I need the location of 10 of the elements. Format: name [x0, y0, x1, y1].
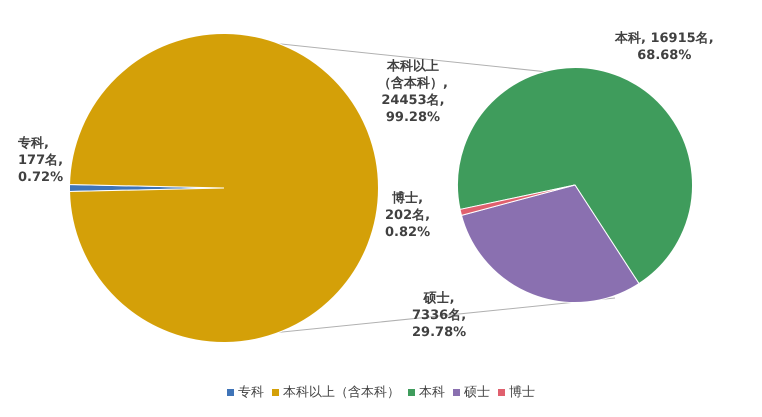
legend-label: 博士 [508, 384, 535, 401]
legend-label: 本科以上（含本科） [282, 384, 400, 401]
legend-label: 本科 [418, 384, 445, 401]
data-label: 本科, 16915名, 68.68% [615, 30, 714, 64]
data-label: 本科以上（含本科）, 24453名, 99.28% [378, 58, 448, 126]
legend-label: 专科 [237, 384, 264, 401]
data-label: 博士, 202名, 0.82% [385, 190, 430, 241]
legend-label: 硕士 [463, 384, 490, 401]
data-label: 硕士, 7336名, 29.78% [412, 290, 466, 341]
data-label: 专科, 177名, 0.72% [18, 135, 64, 186]
